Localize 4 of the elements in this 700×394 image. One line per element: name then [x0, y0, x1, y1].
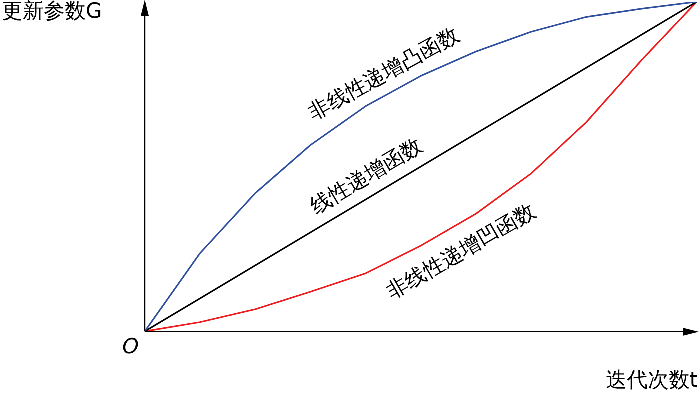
x-axis-title: 迭代次数t	[606, 368, 698, 392]
y-axis-title: 更新参数G	[2, 0, 102, 23]
text: O	[122, 334, 139, 359]
text: 非线性递增凸函数	[304, 22, 464, 125]
